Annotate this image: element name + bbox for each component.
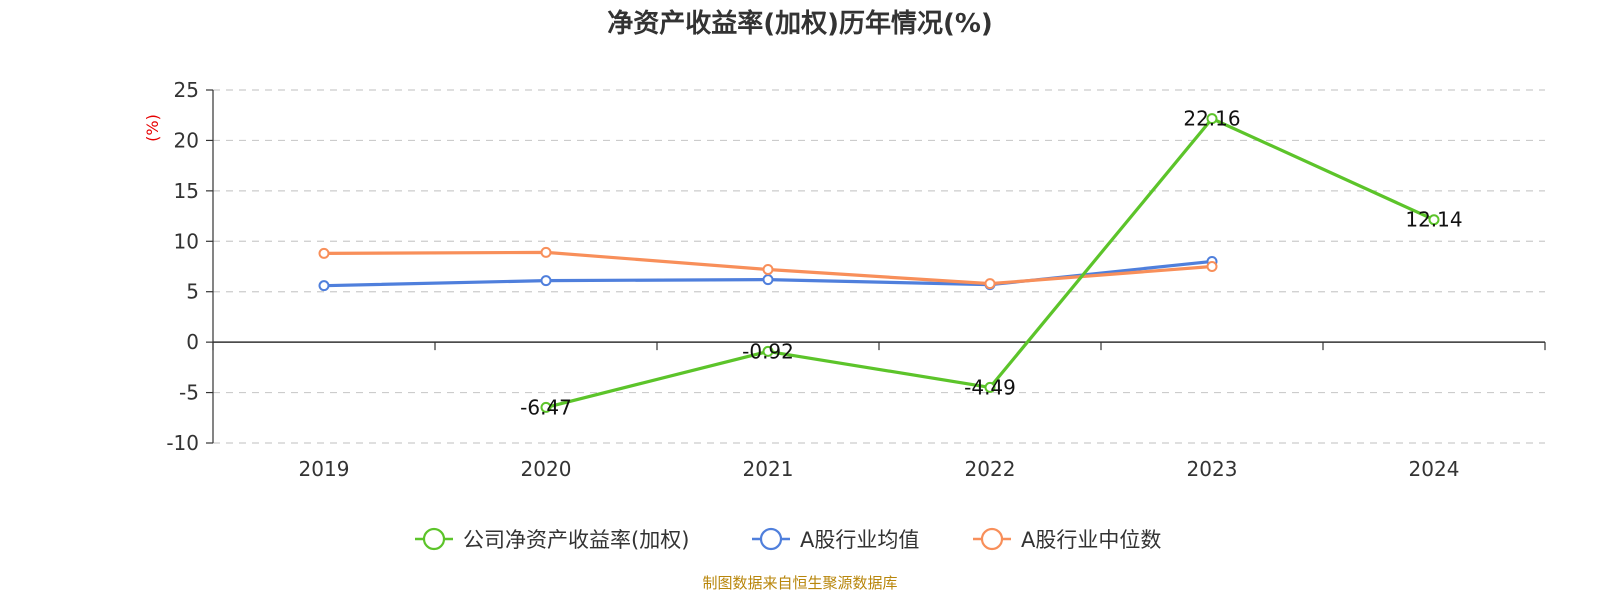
data-label: 22.16: [1183, 107, 1240, 131]
y-tick-label: 25: [174, 78, 199, 102]
data-point[interactable]: [1206, 113, 1218, 125]
data-point[interactable]: [762, 274, 774, 286]
grid-lines: [213, 89, 1545, 444]
legend-label: A股行业均值: [800, 528, 919, 552]
chart-title: 净资产收益率(加权)历年情况(%): [607, 8, 993, 39]
y-tick-label: 10: [174, 229, 199, 253]
legend-item-2[interactable]: A股行业中位数: [973, 527, 1161, 552]
y-axis-unit-label: (%): [143, 114, 162, 142]
x-tick-label-2024: 2024: [1409, 457, 1460, 481]
y-tick-label: 5: [186, 280, 199, 304]
data-label: 12.14: [1405, 208, 1462, 232]
data-point[interactable]: [540, 246, 552, 258]
data-source-note: 制图数据来自恒生聚源数据库: [702, 574, 897, 592]
x-tick-label-2020: 2020: [521, 457, 572, 481]
data-point[interactable]: [540, 401, 552, 413]
x-tick-label-2021: 2021: [743, 457, 794, 481]
data-label: -6.47: [520, 395, 572, 419]
data-label: -4.49: [964, 375, 1016, 399]
data-labels: -6.47 -0.92 -4.49 22.16 12.14: [520, 107, 1463, 420]
legend-marker-icon: [422, 527, 446, 551]
legend-item-0[interactable]: 公司净资产收益率(加权): [415, 527, 689, 552]
data-point[interactable]: [540, 275, 552, 287]
data-point[interactable]: [762, 264, 774, 276]
data-point[interactable]: [984, 381, 996, 393]
data-point[interactable]: [318, 280, 330, 292]
y-tick-label: 20: [174, 128, 199, 152]
data-point[interactable]: [984, 278, 996, 290]
data-label: -0.92: [742, 339, 794, 363]
data-point[interactable]: [1206, 261, 1218, 272]
data-point[interactable]: [318, 247, 330, 259]
y-tick-label: 0: [186, 330, 199, 354]
legend-marker-icon: [980, 527, 1004, 551]
legend-marker-icon: [759, 527, 783, 551]
x-tick-label-2023: 2023: [1187, 457, 1238, 481]
y-tick-label: -5: [179, 381, 199, 405]
y-tick-label: 15: [174, 179, 199, 203]
data-point[interactable]: [762, 345, 774, 357]
y-tick-label: -10: [166, 431, 199, 455]
series-lines: [318, 113, 1440, 413]
legend-item-1[interactable]: A股行业均值: [752, 527, 919, 552]
legend-label: A股行业中位数: [1021, 528, 1161, 552]
legend[interactable]: 公司净资产收益率(加权) A股行业均值 A股行业中位数: [415, 527, 1161, 552]
axes: 25 20 15 10 5 0 -5 -10 2019 2020 2021 2022 2023 2024: [166, 78, 1546, 481]
data-point[interactable]: [1428, 214, 1440, 226]
x-tick-label-2022: 2022: [965, 457, 1016, 481]
legend-label: 公司净资产收益率(加权): [463, 528, 689, 552]
x-tick-label-2019: 2019: [299, 457, 350, 481]
